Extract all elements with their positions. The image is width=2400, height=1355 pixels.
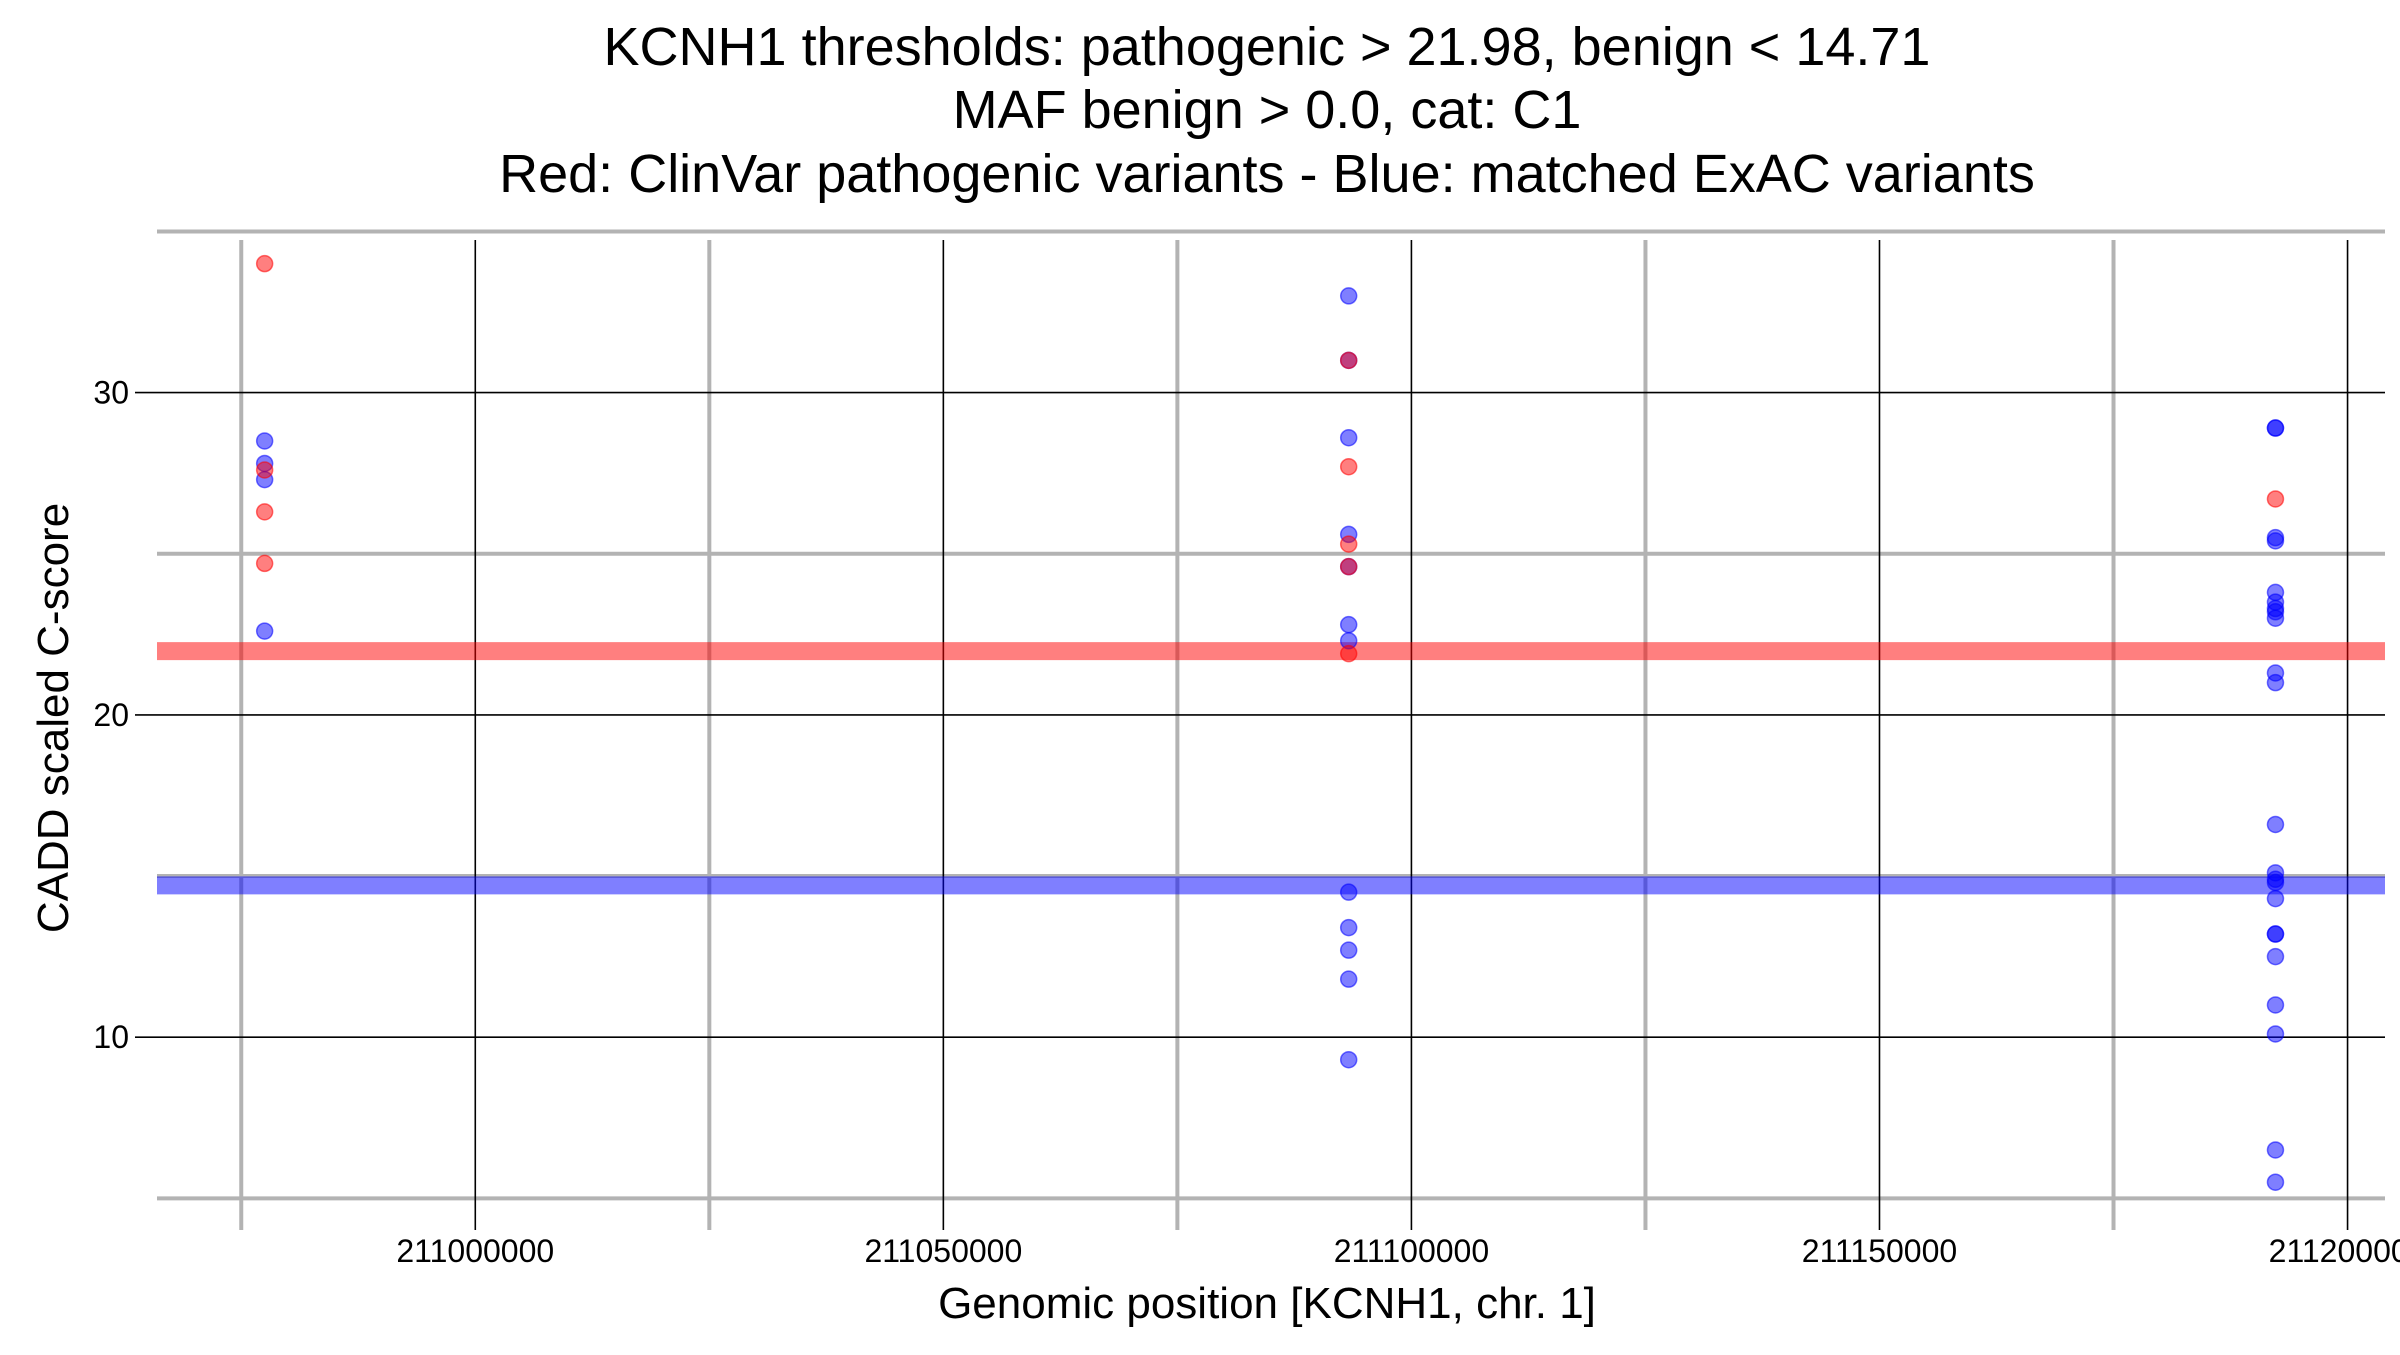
x-tick-label: 211150000 [1802,1233,1957,1269]
x-tick-label: 211050000 [864,1233,1022,1269]
matched-exac-variants-point [2266,815,2285,834]
clinvar-pathogenic-variants-point [255,461,274,479]
matched-exac-variants-point [1339,883,1358,901]
matched-exac-variants-point [2266,925,2285,943]
matched-exac-variants-point [2266,673,2285,692]
title-line: MAF benign > 0.0, cat: C1 [953,80,1582,140]
matched-exac-variants-point [1339,970,1358,988]
matched-exac-variants-point [1339,615,1358,634]
y-tick-label: 10 [93,1019,129,1055]
matched-exac-variants-point [255,622,274,640]
title-line: KCNH1 thresholds: pathogenic > 21.98, be… [604,17,1931,77]
matched-exac-variants-point [2266,947,2285,966]
major-gridlines [157,240,2385,1208]
clinvar-pathogenic-variants-point [1339,535,1358,553]
chart-title: KCNH1 thresholds: pathogenic > 21.98, be… [499,17,2035,204]
threshold-lines [157,642,2385,895]
axis-ticks: 211000000 211050000 211100000 211150000 2112… [93,375,2400,1269]
y-tick-label: 20 [93,697,129,733]
matched-exac-variants-point [1339,428,1358,447]
matched-exac-variants-point [2266,889,2285,908]
matched-exac-variants-point [2266,873,2285,892]
clinvar-pathogenic-variants-point [1339,557,1358,576]
matched-exac-variants-point [2266,419,2285,437]
matched-exac-variants-point [2266,609,2285,627]
clinvar-pathogenic-variants-point [1339,457,1358,476]
x-tick-label: 211200000 [2269,1233,2400,1269]
clinvar-pathogenic-variants-point [1339,644,1358,663]
minor-gridlines [157,229,2385,1208]
title-line: Red: ClinVar pathogenic variants - Blue:… [499,144,2035,204]
data-points [255,254,2285,1191]
matched-exac-variants-point [1339,287,1358,305]
matched-exac-variants-point [255,432,274,450]
matched-exac-variants-point [2266,532,2285,550]
y-tick-label: 30 [93,375,129,411]
x-tick-label: 211000000 [396,1233,554,1269]
matched-exac-variants-point [2266,1025,2285,1043]
matched-exac-variants-point [1339,918,1358,937]
clinvar-pathogenic-variants-point [255,254,274,273]
clinvar-pathogenic-variants-point [255,554,274,573]
clinvar-pathogenic-variants-point [2266,490,2285,508]
matched-exac-variants-point [2266,1173,2285,1191]
clinvar-pathogenic-variants-point [255,503,274,521]
clinvar-pathogenic-variants-point [1339,351,1358,370]
x-tick-label: 211100000 [1334,1233,1489,1269]
matched-exac-variants-point [2266,996,2285,1014]
matched-exac-variants-point [1339,1050,1358,1069]
matched-exac-variants-point [1339,941,1358,959]
y-axis-label: CADD scaled C-score [29,503,78,933]
matched-exac-variants-point [2266,1141,2285,1159]
x-axis-label: Genomic position [KCNH1, chr. 1] [938,1279,1596,1328]
